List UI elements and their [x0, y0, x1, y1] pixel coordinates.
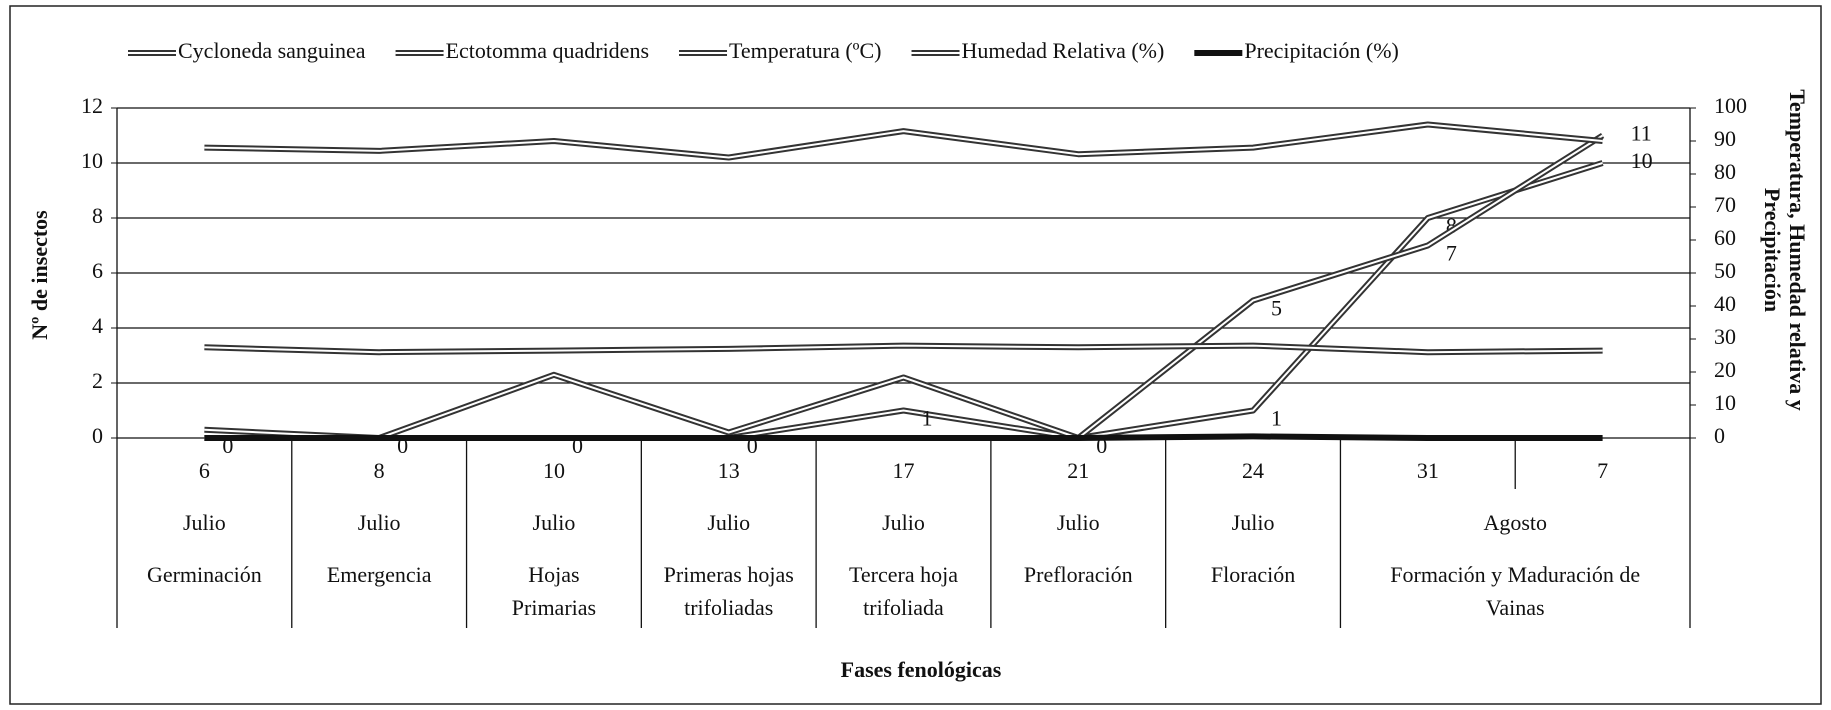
series-line-inner: [204, 134, 1604, 439]
x-tick-label: 8: [374, 458, 385, 483]
legend-label: Cycloneda sanguinea: [178, 38, 366, 63]
y-tick-label: 6: [92, 258, 103, 283]
series-line: [204, 160, 1604, 441]
phase-label: Formación y Maduración de: [1390, 562, 1640, 587]
y2-axis-title: Precipitación: [1760, 188, 1785, 312]
data-label: 10: [1631, 148, 1653, 173]
series-line-inner: [204, 344, 1603, 354]
x-tick-label: 6: [199, 458, 210, 483]
y-tick-label: 8: [92, 203, 103, 228]
x-tick-label: 10: [543, 458, 565, 483]
y-tick-label: 10: [81, 148, 103, 173]
phase-label: trifoliadas: [684, 595, 773, 620]
month-label: Agosto: [1483, 510, 1547, 535]
legend-label: Humedad Relativa (%): [962, 38, 1165, 63]
phase-label: Floración: [1211, 562, 1295, 587]
x-tick-label: 24: [1242, 458, 1264, 483]
phase-label: Vainas: [1486, 595, 1545, 620]
phase-label: Germinación: [147, 562, 262, 587]
y2-tick-label: 0: [1714, 423, 1725, 448]
y2-tick-label: 50: [1714, 258, 1736, 283]
legend-label: Temperatura (ºC): [729, 38, 882, 63]
x-tick-label: 21: [1067, 458, 1089, 483]
data-label: 0: [222, 433, 233, 458]
data-label: 8: [1446, 213, 1457, 238]
y2-tick-label: 10: [1714, 390, 1736, 415]
phase-label: Hojas: [528, 562, 579, 587]
month-label: Julio: [1057, 510, 1100, 535]
x-tick-label: 7: [1597, 458, 1608, 483]
x-axis-title: Fases fenológicas: [841, 657, 1002, 682]
y2-tick-label: 20: [1714, 357, 1736, 382]
month-label: Julio: [707, 510, 750, 535]
phase-label: Primarias: [512, 595, 596, 620]
data-label: 1: [1271, 406, 1282, 431]
legend-label: Ectotomma quadridens: [446, 38, 649, 63]
data-label: 0: [397, 433, 408, 458]
x-tick-label: 17: [893, 458, 915, 483]
phase-label: Tercera hoja: [849, 562, 958, 587]
y-tick-label: 4: [92, 313, 103, 338]
data-label: 0: [572, 433, 583, 458]
x-tick-label: 31: [1417, 458, 1439, 483]
y2-tick-label: 40: [1714, 291, 1736, 316]
data-label: 0: [1096, 433, 1107, 458]
series-line: [204, 132, 1605, 441]
y2-tick-label: 100: [1714, 93, 1747, 118]
legend-label: Precipitación (%): [1244, 38, 1399, 63]
y2-tick-label: 70: [1714, 192, 1736, 217]
chart-border: [9, 5, 1822, 705]
data-label: 5: [1271, 296, 1282, 321]
y2-tick-label: 80: [1714, 159, 1736, 184]
series-line-inner: [204, 123, 1603, 159]
data-label: 11: [1631, 121, 1652, 146]
y2-axis-title: Temperatura, Humedad relativa y: [1785, 89, 1810, 410]
y2-tick-label: 60: [1714, 225, 1736, 250]
month-label: Julio: [882, 510, 925, 535]
month-label: Julio: [1232, 510, 1275, 535]
data-label: 0: [747, 433, 758, 458]
month-label: Julio: [358, 510, 401, 535]
x-tick-label: 13: [718, 458, 740, 483]
phase-label: trifoliada: [863, 595, 944, 620]
series-line-inner: [204, 162, 1603, 439]
month-label: Julio: [183, 510, 226, 535]
data-label: 7: [1446, 241, 1457, 266]
month-label: Julio: [533, 510, 576, 535]
y-tick-label: 2: [92, 368, 103, 393]
y-tick-label: 12: [81, 93, 103, 118]
y2-tick-label: 30: [1714, 324, 1736, 349]
phase-label: Primeras hojas: [664, 562, 794, 587]
y-axis-title: Nº de insectos: [27, 210, 52, 340]
data-label: 1: [922, 406, 933, 431]
series-line: [204, 433, 1603, 441]
phase-label: Prefloración: [1024, 562, 1133, 587]
y2-tick-label: 90: [1714, 126, 1736, 151]
phase-label: Emergencia: [327, 562, 432, 587]
y-tick-label: 0: [92, 423, 103, 448]
